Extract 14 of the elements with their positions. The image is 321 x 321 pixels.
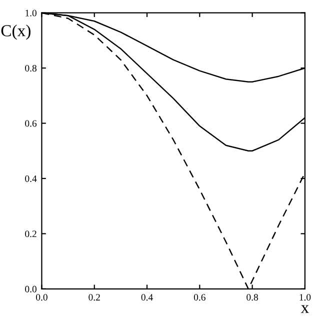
- x-tick-label: 1.0: [300, 294, 311, 301]
- x-tick-label: 0.0: [36, 294, 48, 301]
- y-tick-label: 0.2: [25, 230, 36, 238]
- x-tick-label: 0.4: [141, 294, 153, 301]
- y-tick-label: 1.0: [26, 10, 36, 16]
- y-tick-label: 0.0: [25, 286, 36, 292]
- x-tick-label: 0.8: [246, 294, 258, 301]
- y-tick-label: 0.8: [25, 64, 36, 72]
- y-axis-title: C(x): [1, 24, 30, 40]
- x-tick-label: 0.6: [194, 294, 206, 301]
- x-tick-label: 0.2: [88, 294, 100, 301]
- x-axis-title: x: [300, 305, 309, 313]
- y-tick-label: 0.6: [25, 120, 37, 127]
- y-tick-label: 0.4: [25, 175, 37, 182]
